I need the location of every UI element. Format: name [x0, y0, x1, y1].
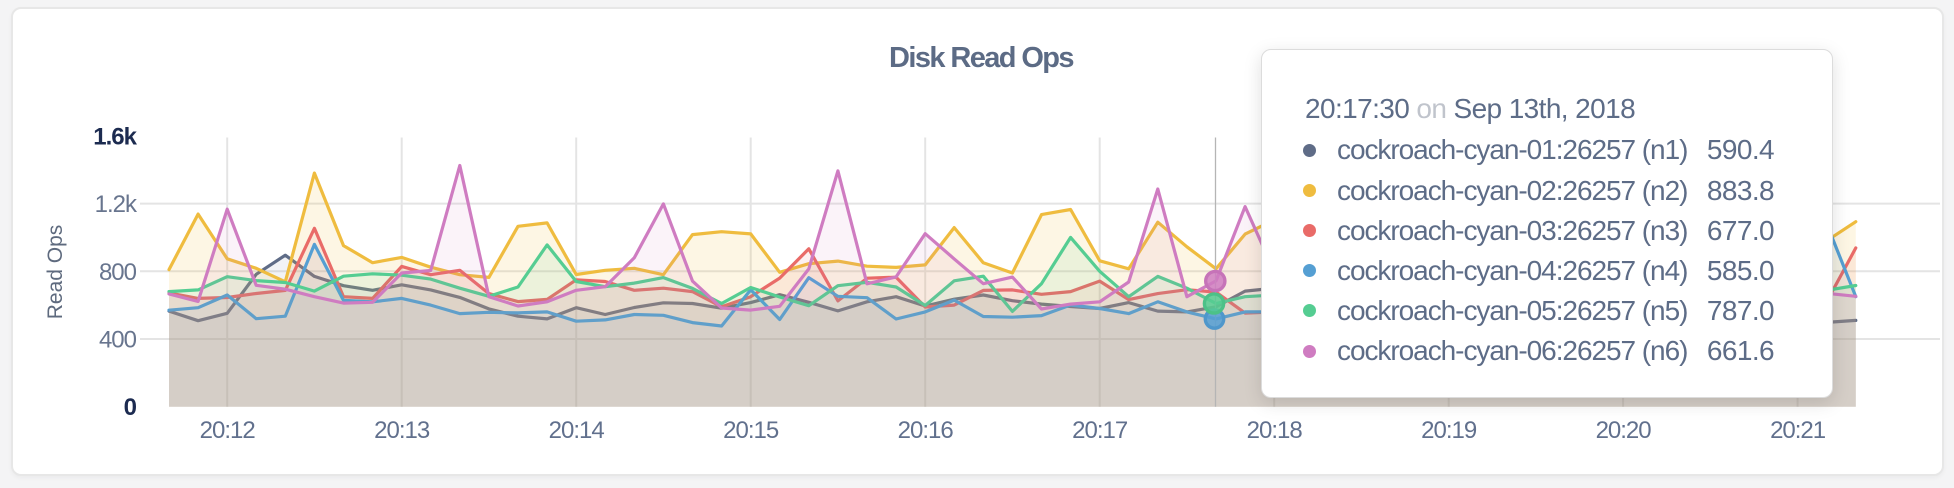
svg-text:1.6k: 1.6k — [93, 123, 137, 150]
svg-text:20:12: 20:12 — [200, 417, 256, 444]
svg-text:20:13: 20:13 — [374, 417, 430, 444]
svg-text:20:16: 20:16 — [898, 417, 954, 444]
svg-text:20:19: 20:19 — [1421, 417, 1477, 444]
svg-text:20:20: 20:20 — [1596, 417, 1652, 444]
svg-text:20:21: 20:21 — [1770, 417, 1826, 444]
svg-text:400: 400 — [99, 327, 137, 354]
svg-text:20:15: 20:15 — [723, 417, 779, 444]
svg-text:800: 800 — [99, 259, 137, 286]
svg-text:20:17: 20:17 — [1072, 417, 1128, 444]
svg-text:20:18: 20:18 — [1247, 417, 1303, 444]
svg-text:1.2k: 1.2k — [95, 191, 138, 218]
svg-text:20:14: 20:14 — [549, 417, 605, 444]
svg-text:0: 0 — [124, 394, 137, 421]
